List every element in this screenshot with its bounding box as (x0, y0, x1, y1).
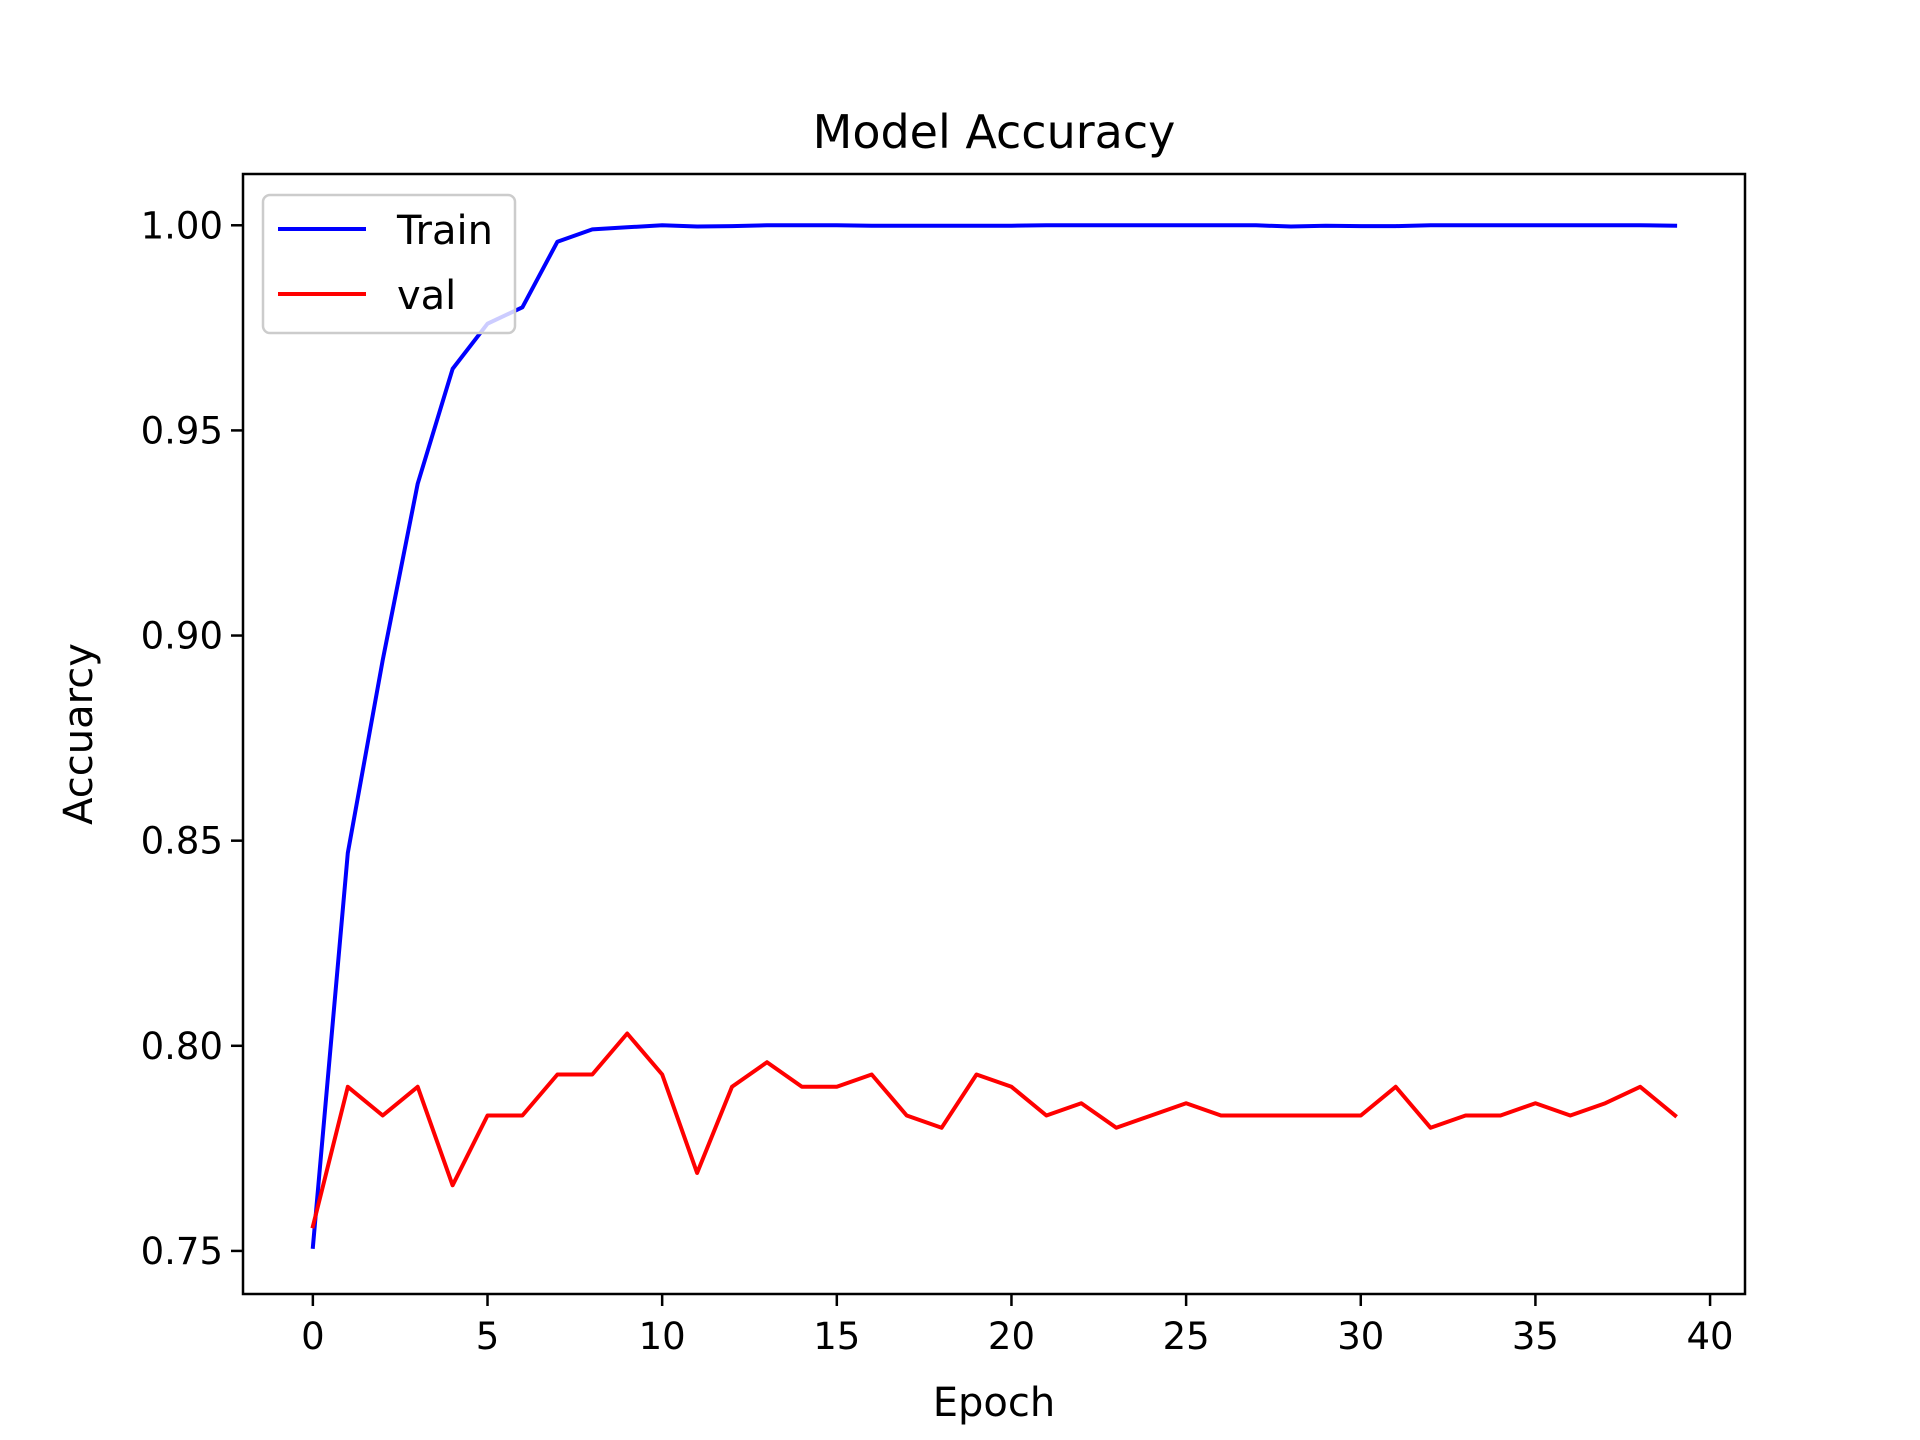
x-tick-label: 0 (301, 1315, 325, 1358)
legend-label-train: Train (396, 208, 493, 254)
x-tick-label: 10 (639, 1315, 686, 1358)
series-line-train (310, 223, 1678, 1249)
x-tick-label: 35 (1512, 1315, 1559, 1358)
y-tick-label: 0.95 (141, 409, 223, 452)
x-tick-label: 5 (476, 1315, 500, 1358)
y-tick-label: 1.00 (141, 204, 223, 247)
x-axis-ticks: 0 5 10 15 20 25 30 35 40 (301, 1294, 1734, 1358)
chart-title: Model Accuracy (813, 105, 1176, 159)
legend-label-val: val (397, 273, 456, 319)
y-tick-label: 0.80 (141, 1025, 223, 1068)
y-tick-label: 0.90 (141, 615, 223, 658)
x-tick-label: 40 (1687, 1315, 1734, 1358)
x-tick-label: 20 (988, 1315, 1035, 1358)
series-layer (310, 223, 1678, 1249)
x-tick-label: 30 (1337, 1315, 1384, 1358)
y-axis-ticks: 0.75 0.80 0.85 0.90 0.95 1.00 (141, 204, 243, 1273)
y-axis-label: Accuarcy (56, 643, 102, 825)
x-axis-label: Epoch (933, 1380, 1055, 1426)
x-tick-label: 15 (813, 1315, 860, 1358)
y-tick-label: 0.85 (141, 820, 223, 863)
x-tick-label: 25 (1163, 1315, 1210, 1358)
series-line-val (310, 1031, 1678, 1229)
y-tick-label: 0.75 (141, 1230, 223, 1273)
legend: Train val (261, 193, 517, 335)
plot-frame (241, 172, 1747, 1296)
